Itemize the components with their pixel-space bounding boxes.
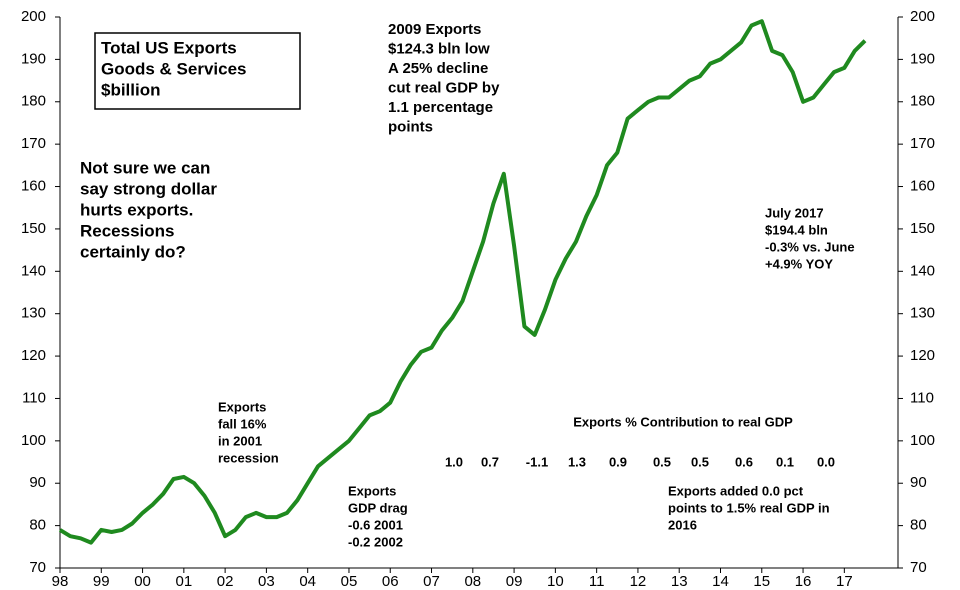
annotation: hurts exports. [80, 200, 193, 219]
annotation: Recessions [80, 221, 175, 240]
y2-tick-label: 100 [910, 432, 935, 449]
y-tick-label: 150 [21, 220, 46, 237]
y2-tick-label: 90 [910, 474, 927, 491]
x-tick-label: 02 [217, 573, 234, 590]
y-tick-label: 140 [21, 262, 46, 279]
annotation: $194.4 bln [765, 222, 828, 237]
y2-tick-label: 160 [910, 178, 935, 195]
y2-tick-label: 130 [910, 305, 935, 322]
y2-tick-label: 120 [910, 347, 935, 364]
y2-tick-label: 70 [910, 559, 927, 576]
annotation: July 2017 [765, 205, 824, 220]
annotation: GDP drag [348, 500, 408, 515]
x-tick-label: 05 [341, 573, 358, 590]
y-tick-label: 110 [22, 389, 46, 406]
x-tick-label: 12 [630, 573, 647, 590]
x-tick-label: 99 [93, 573, 110, 590]
annotation: -0.6 2001 [348, 517, 403, 532]
chart-title: $billion [101, 80, 161, 99]
annotation: in 2001 [218, 433, 262, 448]
y2-tick-label: 110 [910, 389, 934, 406]
annotation: points to 1.5% real GDP in [668, 500, 830, 515]
annotation: say strong dollar [80, 179, 217, 198]
contribution-label: 1.0 [445, 454, 463, 469]
chart-title: Goods & Services [101, 59, 247, 78]
x-tick-label: 00 [134, 573, 151, 590]
contribution-label: 1.3 [568, 454, 586, 469]
x-tick-label: 08 [464, 573, 481, 590]
y-tick-label: 190 [21, 50, 46, 67]
data-line [58, 19, 867, 545]
x-tick-label: 16 [795, 573, 812, 590]
x-tick-label: 98 [52, 573, 69, 590]
y-tick-label: 90 [29, 474, 46, 491]
y2-tick-label: 140 [910, 262, 935, 279]
x-tick-label: 03 [258, 573, 275, 590]
x-tick-label: 14 [712, 573, 729, 590]
annotation: Exports added 0.0 pct [668, 483, 804, 498]
y2-tick-label: 190 [910, 50, 935, 67]
y-tick-label: 160 [21, 178, 46, 195]
y-tick-label: 70 [29, 559, 46, 576]
annotation: +4.9% YOY [765, 256, 833, 271]
x-tick-label: 11 [589, 573, 605, 590]
y2-tick-label: 80 [910, 517, 927, 534]
annotation: -0.3% vs. June [765, 239, 855, 254]
contribution-label: 0.5 [691, 454, 709, 469]
annotation: 2016 [668, 517, 697, 532]
annotation: fall 16% [218, 416, 267, 431]
annotation: $124.3 bln low [388, 40, 490, 57]
y2-tick-label: 170 [910, 135, 935, 152]
x-tick-label: 09 [506, 573, 523, 590]
y-tick-label: 200 [21, 8, 46, 25]
contribution-label: 0.9 [609, 454, 627, 469]
x-tick-label: 07 [423, 573, 440, 590]
annotation: Exports [348, 483, 396, 498]
x-tick-label: 04 [299, 573, 316, 590]
x-tick-label: 15 [753, 573, 770, 590]
annotation: Not sure we can [80, 158, 210, 177]
contribution-label: 0.6 [735, 454, 753, 469]
y2-tick-label: 200 [910, 8, 935, 25]
contribution-title: Exports % Contribution to real GDP [573, 414, 793, 429]
y-tick-label: 170 [21, 135, 46, 152]
annotation: cut real GDP by [388, 79, 500, 96]
annotation: 1.1 percentage [388, 99, 493, 116]
annotation: certainly do? [80, 242, 186, 261]
y2-tick-label: 180 [910, 93, 935, 110]
x-tick-label: 13 [671, 573, 688, 590]
annotation: Exports [218, 399, 266, 414]
y-tick-label: 100 [21, 432, 46, 449]
annotation: -0.2 2002 [348, 534, 403, 549]
y-tick-label: 130 [21, 305, 46, 322]
annotation: recession [218, 450, 279, 465]
chart-title: Total US Exports [101, 38, 237, 57]
x-tick-label: 01 [175, 573, 192, 590]
y-tick-label: 80 [29, 517, 46, 534]
contribution-label: 0.1 [776, 454, 794, 469]
x-tick-label: 17 [836, 573, 853, 590]
annotation: A 25% decline [388, 60, 488, 77]
title-box [94, 32, 301, 110]
y2-tick-label: 150 [910, 220, 935, 237]
y-tick-label: 180 [21, 93, 46, 110]
y-tick-label: 120 [21, 347, 46, 364]
contribution-label: -1.1 [526, 454, 548, 469]
contribution-label: 0.0 [817, 454, 835, 469]
annotation: points [388, 118, 433, 135]
contribution-label: 0.7 [481, 454, 499, 469]
x-tick-label: 10 [547, 573, 564, 590]
annotation: 2009 Exports [388, 21, 481, 38]
x-tick-label: 06 [382, 573, 399, 590]
contribution-label: 0.5 [653, 454, 671, 469]
